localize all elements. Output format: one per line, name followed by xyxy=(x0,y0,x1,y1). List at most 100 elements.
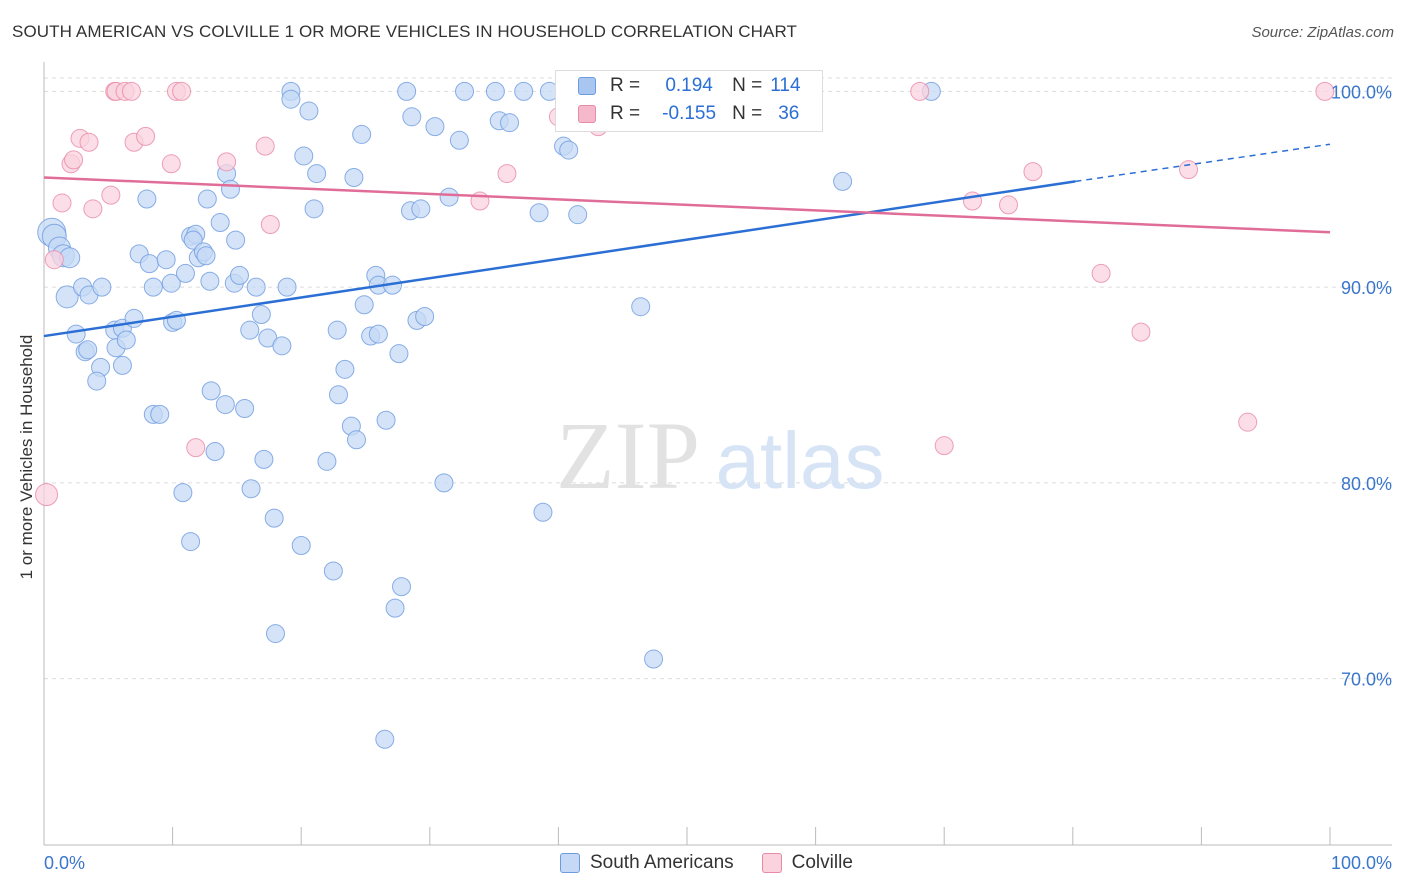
data-point xyxy=(87,371,107,391)
legend-swatch-pink xyxy=(761,853,782,873)
data-point xyxy=(156,250,176,270)
data-point xyxy=(172,81,192,101)
data-point xyxy=(1091,263,1111,283)
data-point xyxy=(255,136,275,156)
data-point xyxy=(485,81,505,101)
data-point xyxy=(254,449,274,469)
y-tick-label: 90.0% xyxy=(1341,278,1392,298)
data-point xyxy=(173,483,193,503)
data-point xyxy=(101,185,121,205)
source-label: Source: ZipAtlas.com xyxy=(1251,24,1394,41)
data-point xyxy=(281,89,301,109)
data-point xyxy=(402,107,422,127)
data-point xyxy=(1179,160,1199,180)
trend-line-extension xyxy=(1075,143,1331,183)
legend-label: Colville xyxy=(791,852,853,873)
data-point xyxy=(910,81,930,101)
r-value: 0.194 xyxy=(665,75,713,96)
data-point xyxy=(328,385,348,405)
data-point xyxy=(66,324,86,344)
n-label: N = xyxy=(732,75,763,96)
data-point xyxy=(52,193,72,213)
chart-title: SOUTH AMERICAN VS COLVILLE 1 OR MORE VEH… xyxy=(12,22,798,41)
data-point xyxy=(352,124,372,144)
x-tick-label: 0.0% xyxy=(44,853,85,873)
data-point xyxy=(514,81,534,101)
watermark-zip: ZIP xyxy=(556,402,700,509)
stats-swatch-blue xyxy=(578,77,596,95)
data-point xyxy=(299,101,319,121)
trend-line xyxy=(43,180,1076,338)
data-point xyxy=(307,164,327,184)
data-point xyxy=(368,324,388,344)
stats-row-colville: R = -0.155 N = 36 xyxy=(578,103,799,125)
r-value: -0.155 xyxy=(662,103,717,124)
data-point xyxy=(201,381,221,401)
data-point xyxy=(137,189,157,209)
data-point xyxy=(181,532,201,552)
n-value: 36 xyxy=(778,103,800,124)
data-point xyxy=(415,306,435,326)
data-point xyxy=(376,410,396,430)
data-point xyxy=(205,442,225,462)
data-point xyxy=(375,729,395,749)
data-point xyxy=(264,508,284,528)
tick-labels: 70.0% 80.0% 90.0% 100.0% 0.0% 100.0% xyxy=(44,82,1392,873)
data-point xyxy=(833,171,853,191)
legend-label: South Americans xyxy=(590,852,734,873)
data-point xyxy=(631,297,651,317)
data-point xyxy=(291,536,311,556)
data-point xyxy=(294,146,314,166)
data-point xyxy=(150,404,170,424)
data-point xyxy=(385,598,405,618)
data-point xyxy=(317,451,337,471)
data-point xyxy=(304,199,324,219)
y-tick-label: 80.0% xyxy=(1341,474,1392,494)
data-point xyxy=(1315,81,1335,101)
trend-lines xyxy=(43,143,1331,338)
data-point xyxy=(240,320,260,340)
data-point xyxy=(335,359,355,379)
legend-swatch-blue xyxy=(560,853,580,873)
data-point xyxy=(55,285,79,309)
r-label: R = xyxy=(610,103,641,124)
data-point xyxy=(323,561,343,581)
series-south-americans xyxy=(37,81,941,749)
data-point xyxy=(92,277,112,297)
r-label: R = xyxy=(610,75,641,96)
data-point xyxy=(265,624,285,644)
watermark-atlas: atlas xyxy=(716,416,885,505)
data-point xyxy=(260,214,280,234)
data-point xyxy=(143,277,163,297)
data-point xyxy=(1023,162,1043,182)
data-point xyxy=(251,305,271,325)
data-point xyxy=(272,336,292,356)
data-point xyxy=(83,199,103,219)
data-point xyxy=(186,438,206,458)
data-point xyxy=(449,130,469,150)
data-point xyxy=(229,265,249,285)
data-point xyxy=(79,132,99,152)
data-point xyxy=(139,254,159,274)
stats-box: R = 0.194 N = 114 R = -0.155 N = 36 xyxy=(555,70,823,132)
watermark: ZIP atlas xyxy=(556,402,884,509)
data-point xyxy=(389,344,409,364)
stats-swatch-pink xyxy=(578,105,596,123)
data-point xyxy=(497,164,517,184)
legend-item-south-americans[interactable]: South Americans xyxy=(560,852,734,874)
data-point xyxy=(116,330,136,350)
legend-item-colville[interactable]: Colville xyxy=(761,852,853,874)
data-point xyxy=(161,273,181,293)
data-point xyxy=(197,189,217,209)
data-point xyxy=(217,152,237,172)
data-point xyxy=(425,117,445,137)
data-point xyxy=(411,199,431,219)
data-point xyxy=(215,395,235,415)
data-point xyxy=(220,179,240,199)
data-point xyxy=(277,277,297,297)
data-point xyxy=(1131,322,1151,342)
x-tick-label: 100.0% xyxy=(1331,853,1392,873)
data-point xyxy=(175,263,195,283)
data-points xyxy=(35,81,1335,749)
